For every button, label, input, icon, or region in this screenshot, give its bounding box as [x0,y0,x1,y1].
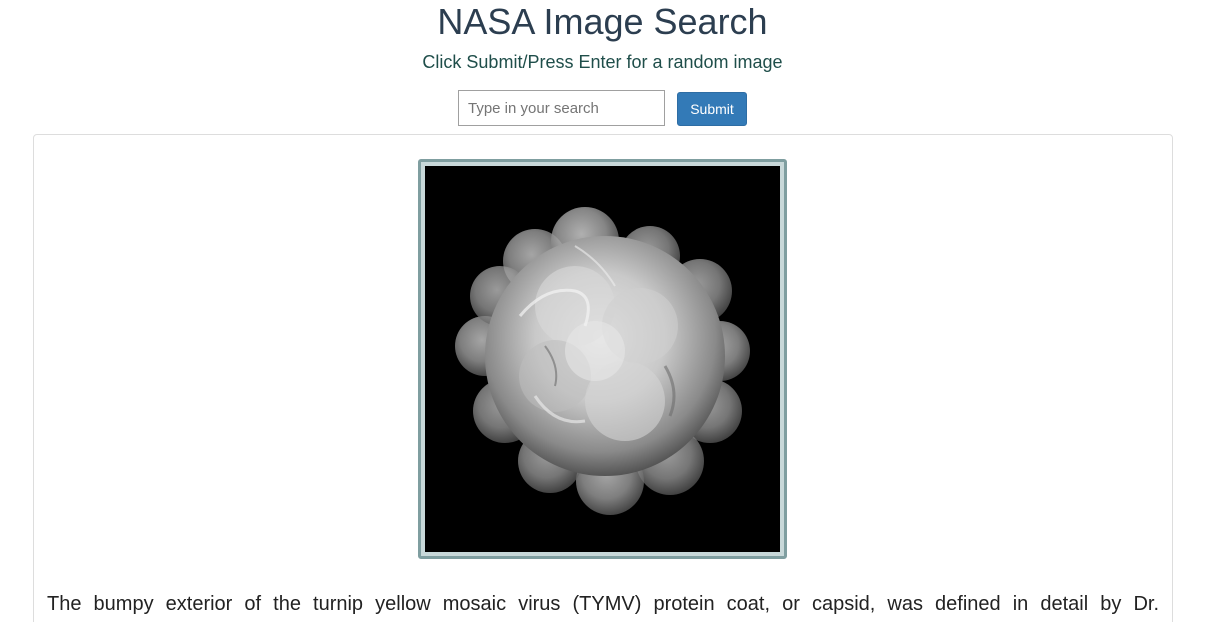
submit-button[interactable]: Submit [677,92,747,126]
image-description: The bumpy exterior of the turnip yellow … [47,593,1159,615]
page-subtitle: Click Submit/Press Enter for a random im… [422,52,783,72]
result-image-frame [418,159,787,559]
page-title: NASA Image Search [437,1,768,42]
search-input[interactable] [458,90,665,126]
virus-capsid-image[interactable] [425,166,780,552]
